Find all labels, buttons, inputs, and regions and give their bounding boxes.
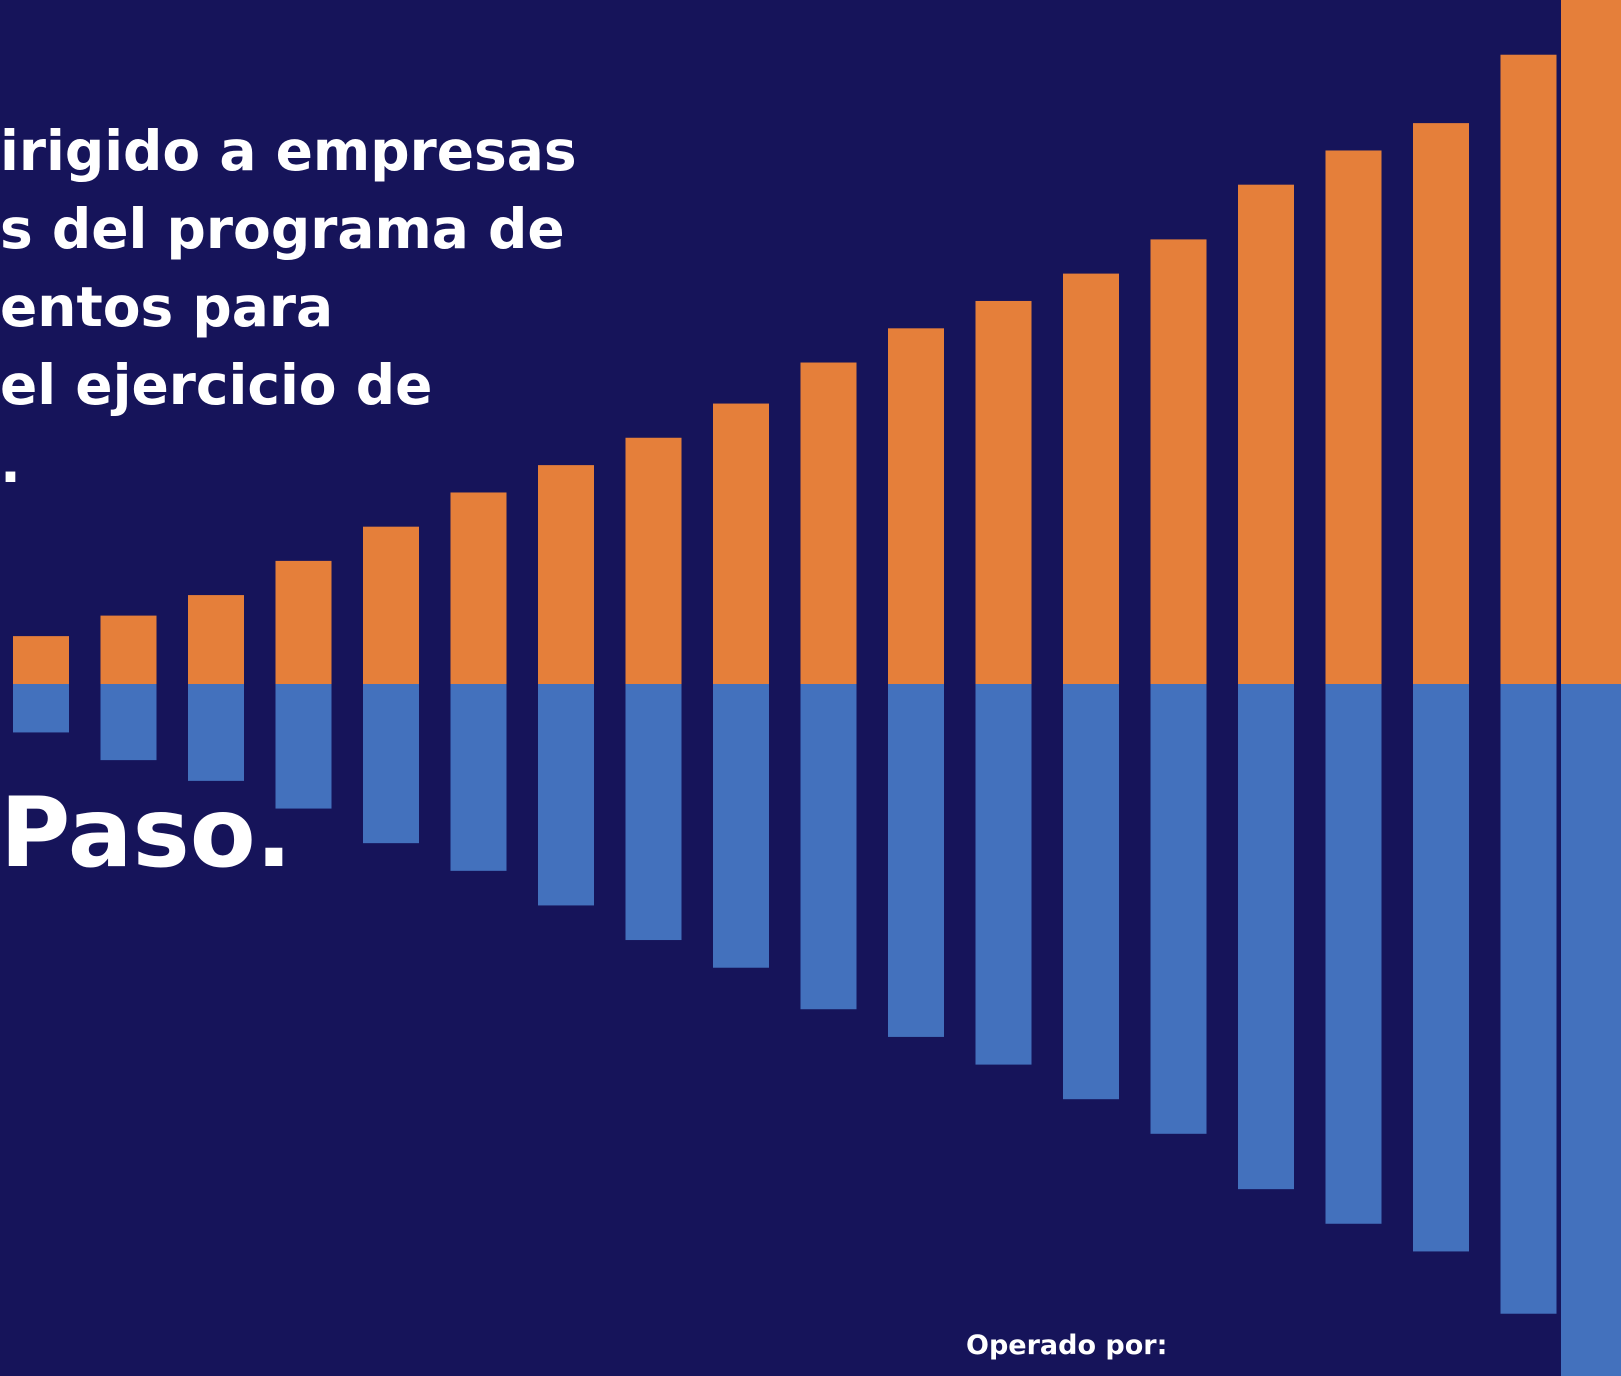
bar-upper-8 <box>625 437 682 684</box>
bar-upper-5 <box>363 526 419 684</box>
bar-upper-1 <box>13 636 69 684</box>
bar-lower-17 <box>1413 684 1469 1252</box>
bar-lower-18 <box>1500 684 1557 1314</box>
bar-upper-6 <box>450 492 507 684</box>
bar-lower-8 <box>625 684 682 941</box>
bar-upper-4 <box>275 560 332 684</box>
bar-upper-14 <box>1150 239 1207 684</box>
bar-upper-7 <box>538 465 594 684</box>
bar-lower-2 <box>100 684 157 761</box>
bar-lower-7 <box>538 684 594 906</box>
bar-lower-14 <box>1150 684 1207 1134</box>
bar-lower-10 <box>800 684 857 1010</box>
bar-lower-9 <box>713 684 769 968</box>
bar-lower-4 <box>275 684 332 809</box>
bar-upper-17 <box>1413 123 1469 685</box>
bar-upper-11 <box>888 328 944 684</box>
bar-lower-19 <box>1561 684 1621 1376</box>
bar-lower-5 <box>363 684 419 844</box>
headline: Paso. <box>0 777 293 889</box>
bar-upper-2 <box>100 615 157 684</box>
intro-text: irigido a empresas s del programa de ent… <box>0 119 577 495</box>
bar-lower-1 <box>13 684 69 733</box>
bar-upper-13 <box>1063 273 1119 684</box>
bar-lower-15 <box>1238 684 1294 1190</box>
bar-upper-9 <box>713 403 769 684</box>
bar-upper-16 <box>1325 150 1382 685</box>
bar-lower-13 <box>1063 684 1119 1100</box>
bar-lower-12 <box>975 684 1032 1065</box>
bar-upper-12 <box>975 300 1032 684</box>
operator-label: Operado por: <box>966 1330 1168 1361</box>
bar-upper-19 <box>1561 0 1621 684</box>
bar-upper-3 <box>188 595 244 684</box>
bar-upper-10 <box>800 362 857 684</box>
bar-lower-3 <box>188 684 244 781</box>
bar-lower-16 <box>1325 684 1382 1224</box>
bar-lower-6 <box>450 684 507 871</box>
bar-upper-15 <box>1238 184 1294 684</box>
bar-upper-18 <box>1500 54 1557 685</box>
bar-lower-11 <box>888 684 944 1037</box>
